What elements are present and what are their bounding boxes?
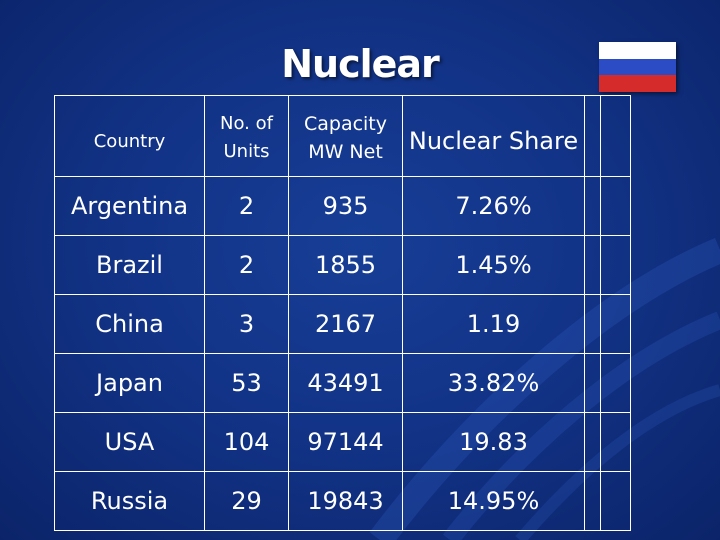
cell-country: China xyxy=(54,294,205,354)
header-units-line2: Units xyxy=(223,141,270,162)
cell-empty xyxy=(600,294,631,354)
header-country: Country xyxy=(54,95,205,177)
cell-share: 19.83 xyxy=(402,412,585,472)
header-capacity-line1: Capacity xyxy=(303,113,388,135)
header-units-line1: No. of xyxy=(220,113,273,134)
cell-capacity: 97144 xyxy=(288,412,403,472)
header-share-label: Nuclear Share xyxy=(408,127,579,155)
header-country-label: Country xyxy=(93,130,166,152)
cell-empty xyxy=(584,235,601,295)
cell-empty xyxy=(600,235,631,295)
slide-title: Nuclear xyxy=(281,42,440,86)
flag-blue-band xyxy=(599,58,676,76)
cell-empty xyxy=(600,412,631,472)
cell-empty xyxy=(600,176,631,236)
cell-capacity: 19843 xyxy=(288,471,403,531)
table-row: China 3 2167 1.19 xyxy=(54,294,631,354)
nuclear-table: Country No. of Units Capacity MW Net Nuc… xyxy=(54,95,631,531)
header-empty-1 xyxy=(584,95,601,177)
flag-red-band xyxy=(599,75,676,92)
cell-share: 7.26% xyxy=(402,176,585,236)
cell-empty xyxy=(584,471,601,531)
cell-capacity: 1855 xyxy=(288,235,403,295)
cell-country: Brazil xyxy=(54,235,205,295)
flag-white-band xyxy=(599,42,676,59)
table-row: Brazil 2 1855 1.45% xyxy=(54,235,631,295)
cell-empty xyxy=(584,176,601,236)
cell-empty xyxy=(584,353,601,413)
cell-units: 2 xyxy=(204,235,289,295)
cell-share: 33.82% xyxy=(402,353,585,413)
russia-flag-icon xyxy=(599,42,676,92)
table-row: Russia 29 19843 14.95% xyxy=(54,471,631,531)
cell-country: Japan xyxy=(54,353,205,413)
cell-share: 1.45% xyxy=(402,235,585,295)
header-empty-2 xyxy=(600,95,631,177)
cell-country: Russia xyxy=(54,471,205,531)
table-row: USA 104 97144 19.83 xyxy=(54,412,631,472)
cell-empty xyxy=(584,294,601,354)
cell-country: USA xyxy=(54,412,205,472)
cell-empty xyxy=(600,353,631,413)
cell-empty xyxy=(584,412,601,472)
cell-capacity: 2167 xyxy=(288,294,403,354)
table-row: Argentina 2 935 7.26% xyxy=(54,176,631,236)
cell-capacity: 43491 xyxy=(288,353,403,413)
cell-units: 104 xyxy=(204,412,289,472)
header-units: No. of Units xyxy=(204,95,289,177)
table-row: Japan 53 43491 33.82% xyxy=(54,353,631,413)
cell-share: 14.95% xyxy=(402,471,585,531)
cell-share: 1.19 xyxy=(402,294,585,354)
cell-empty xyxy=(600,471,631,531)
cell-country: Argentina xyxy=(54,176,205,236)
header-capacity: Capacity MW Net xyxy=(288,95,403,177)
cell-units: 3 xyxy=(204,294,289,354)
cell-units: 53 xyxy=(204,353,289,413)
cell-capacity: 935 xyxy=(288,176,403,236)
header-capacity-line2: MW Net xyxy=(308,141,383,163)
header-share: Nuclear Share xyxy=(402,95,585,177)
table-header-row: Country No. of Units Capacity MW Net Nuc… xyxy=(54,95,631,177)
cell-units: 29 xyxy=(204,471,289,531)
cell-units: 2 xyxy=(204,176,289,236)
